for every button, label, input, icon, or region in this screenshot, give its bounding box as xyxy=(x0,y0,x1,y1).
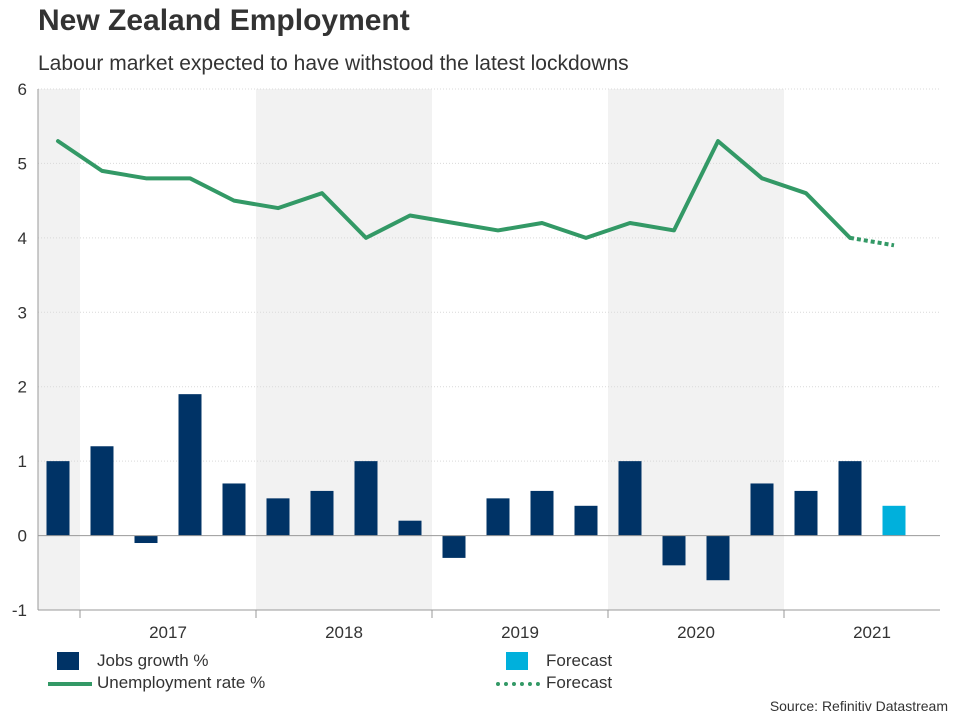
x-year-label: 2018 xyxy=(325,623,363,642)
y-tick-label: 4 xyxy=(18,229,27,248)
jobs-growth-bar xyxy=(222,483,246,536)
chart-subtitle: Labour market expected to have withstood… xyxy=(38,52,629,75)
y-tick-label: 1 xyxy=(18,452,27,471)
jobs-growth-bar xyxy=(310,490,334,536)
y-tick-label: 3 xyxy=(18,303,27,322)
y-tick-label: -1 xyxy=(12,601,27,620)
jobs-growth-bar xyxy=(662,535,686,566)
legend-label-forecast-bar: Forecast xyxy=(546,651,613,670)
jobs-growth-bar xyxy=(486,498,510,536)
jobs-growth-bar xyxy=(266,498,290,536)
source-note: Source: Refinitiv Datastream xyxy=(769,698,948,714)
jobs-growth-bar xyxy=(442,535,466,558)
y-tick-label: 5 xyxy=(18,154,27,173)
legend-label-jobs: Jobs growth % xyxy=(97,651,209,670)
jobs-growth-bar xyxy=(618,461,642,536)
legend-swatch-jobs xyxy=(57,652,79,670)
x-year-label: 2021 xyxy=(853,623,891,642)
jobs-growth-bar xyxy=(794,490,818,536)
legend-label-forecast-line: Forecast xyxy=(546,673,613,692)
jobs-growth-bar xyxy=(90,446,114,536)
jobs-growth-bar xyxy=(46,461,70,536)
x-year-label: 2017 xyxy=(149,623,187,642)
x-year-label: 2020 xyxy=(677,623,715,642)
jobs-growth-bar xyxy=(398,520,422,536)
x-year-label: 2019 xyxy=(501,623,539,642)
legend-swatch-unemployment xyxy=(48,682,92,686)
legend-swatch-forecast-line xyxy=(496,682,540,686)
jobs-growth-bar xyxy=(134,535,158,544)
forecast-line xyxy=(849,235,895,248)
jobs-growth-bar xyxy=(354,461,378,536)
legend-swatch-forecast-bar xyxy=(506,652,528,670)
y-tick-label: 2 xyxy=(18,378,27,397)
jobs-growth-bar xyxy=(706,535,730,581)
y-tick-label: 6 xyxy=(18,80,27,99)
jobs-growth-bar xyxy=(574,505,598,536)
y-tick-label: 0 xyxy=(18,527,27,546)
legend-label-unemployment: Unemployment rate % xyxy=(97,673,266,692)
jobs-growth-bar xyxy=(530,490,554,536)
jobs-growth-bar xyxy=(838,461,862,536)
unemployment-rate-line xyxy=(56,139,852,240)
jobs-growth-bar xyxy=(750,483,774,536)
chart-title: New Zealand Employment xyxy=(38,4,410,37)
forecast-bar xyxy=(882,505,906,536)
jobs-growth-bar xyxy=(178,394,202,536)
